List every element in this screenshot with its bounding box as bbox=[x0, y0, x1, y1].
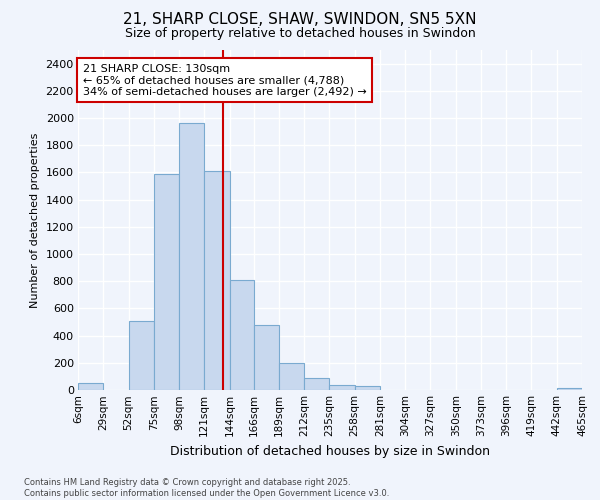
Y-axis label: Number of detached properties: Number of detached properties bbox=[30, 132, 40, 308]
Bar bbox=[279, 363, 304, 390]
Text: 21 SHARP CLOSE: 130sqm
← 65% of detached houses are smaller (4,788)
34% of semi-: 21 SHARP CLOSE: 130sqm ← 65% of detached… bbox=[83, 64, 367, 97]
Bar bbox=[254, 324, 279, 390]
Bar bbox=[154, 174, 179, 390]
Bar bbox=[204, 171, 230, 390]
Bar bbox=[557, 388, 582, 390]
Bar bbox=[230, 280, 254, 390]
Bar bbox=[179, 124, 204, 390]
Text: Size of property relative to detached houses in Swindon: Size of property relative to detached ho… bbox=[125, 28, 475, 40]
Bar bbox=[329, 385, 355, 390]
Bar bbox=[355, 386, 380, 390]
X-axis label: Distribution of detached houses by size in Swindon: Distribution of detached houses by size … bbox=[170, 444, 490, 458]
Bar bbox=[128, 320, 154, 390]
Text: Contains HM Land Registry data © Crown copyright and database right 2025.
Contai: Contains HM Land Registry data © Crown c… bbox=[24, 478, 389, 498]
Bar bbox=[78, 383, 103, 390]
Text: 21, SHARP CLOSE, SHAW, SWINDON, SN5 5XN: 21, SHARP CLOSE, SHAW, SWINDON, SN5 5XN bbox=[123, 12, 477, 28]
Bar bbox=[304, 378, 329, 390]
